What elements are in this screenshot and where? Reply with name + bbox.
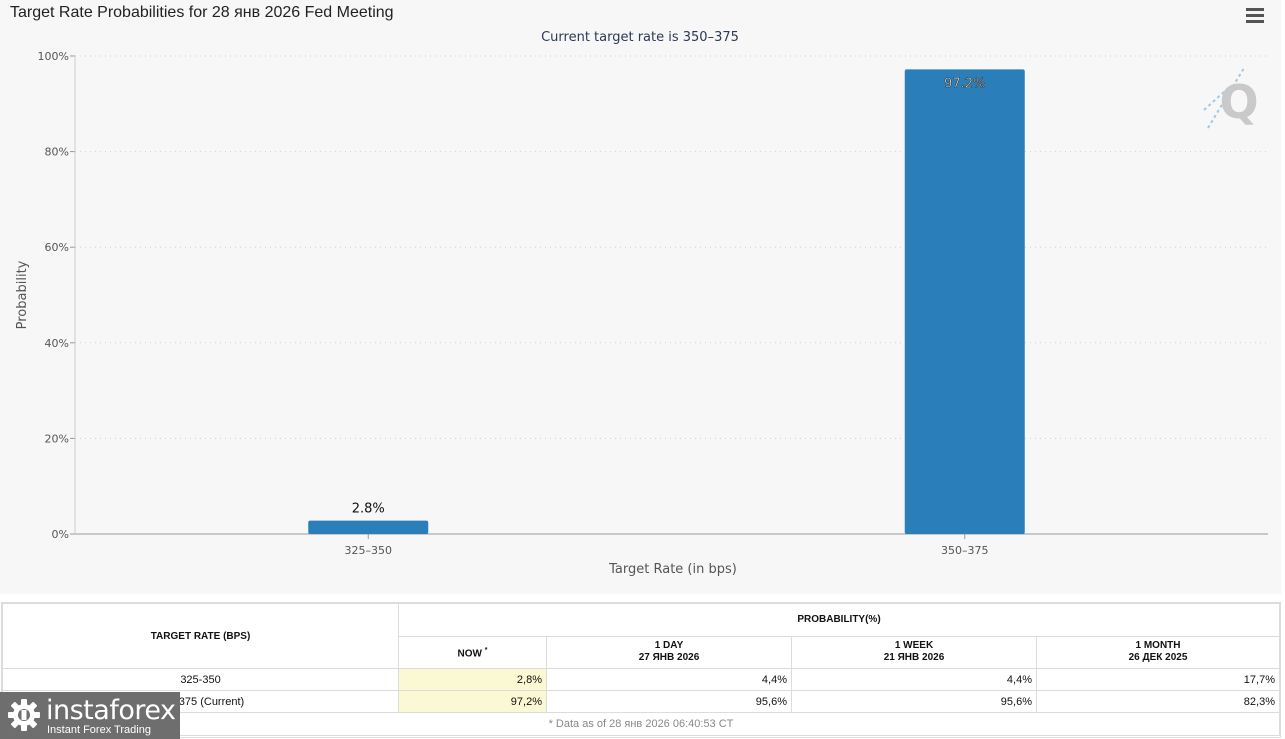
- row-rate: 325-350: [2, 668, 399, 691]
- header-1-month-date: 26 ДЕК 2025: [1128, 652, 1188, 664]
- header-1-month: 1 MONTH 26 ДЕК 2025: [1036, 635, 1280, 669]
- x-tick-label: 350–375: [941, 544, 989, 557]
- x-tick-label: 325–350: [345, 544, 393, 557]
- y-tick-label: 40%: [45, 337, 69, 350]
- table-header-row: TARGET RATE (BPS) PROBABILITY(%): [2, 603, 1280, 669]
- grid-lines: [75, 55, 1268, 439]
- row-1-month: 82,3%: [1036, 690, 1280, 713]
- row-1-day: 95,6%: [546, 690, 792, 713]
- brand-name: instaforex: [46, 695, 176, 726]
- watermark-logo: Q: [1203, 67, 1259, 129]
- watermark-letter: Q: [1219, 75, 1258, 129]
- header-probability: PROBABILITY(%): [398, 603, 1280, 637]
- bar-data-label: 2.8%: [352, 502, 385, 517]
- header-1-week-label: 1 WEEK: [894, 640, 934, 652]
- row-1-week: 95,6%: [791, 690, 1037, 713]
- header-1-day: 1 DAY 27 ЯНВ 2026: [546, 635, 792, 669]
- bar-chart: Current target rate is 350–375 Q 0% 20% 40…: [15, 30, 1268, 577]
- gear-icon: [8, 699, 40, 731]
- y-tick-label: 20%: [45, 432, 69, 445]
- chart-panel: Target Rate Probabilities for 28 янв 202…: [10, 4, 1268, 577]
- table-row: 350-375 (Current) 97,2% 95,6% 95,6% 82,3…: [2, 690, 1280, 713]
- chart-title: Target Rate Probabilities for 28 янв 202…: [10, 4, 394, 21]
- y-axis: 0% 20% 40% 60% 80% 100%: [38, 50, 75, 541]
- y-tick-label: 100%: [38, 50, 69, 63]
- header-1-month-label: 1 MONTH: [1135, 640, 1181, 652]
- table-row: 325-350 2,8% 4,4% 4,4% 17,7%: [2, 668, 1280, 691]
- probability-table: TARGET RATE (BPS) PROBABILITY(%) NOW * 1…: [2, 603, 1280, 736]
- y-tick-label: 60%: [45, 241, 69, 254]
- y-tick-label: 0%: [52, 528, 69, 541]
- header-target-rate: TARGET RATE (BPS): [2, 603, 399, 669]
- instaforex-logo: instaforex Instant Forex Trading: [0, 692, 180, 739]
- row-1-week: 4,4%: [791, 668, 1037, 691]
- bar: [904, 69, 1025, 534]
- chart-subtitle: Current target rate is 350–375: [541, 30, 739, 45]
- header-now: NOW *: [398, 635, 547, 669]
- x-axis: 325–350 350–375: [345, 534, 989, 557]
- header-now-label: NOW: [457, 647, 482, 659]
- header-1-week-date: 21 ЯНВ 2026: [883, 652, 945, 664]
- header-1-week: 1 WEEK 21 ЯНВ 2026: [791, 635, 1037, 669]
- row-now: 2,8%: [398, 668, 547, 691]
- row-1-month: 17,7%: [1036, 668, 1280, 691]
- y-tick-label: 80%: [45, 146, 69, 159]
- bars: 2.8% 97.2%: [308, 69, 1025, 534]
- row-now: 97,2%: [398, 690, 547, 713]
- hamburger-menu-icon[interactable]: [1246, 8, 1264, 23]
- bar: [308, 520, 429, 534]
- x-axis-label: Target Rate (in bps): [608, 562, 737, 577]
- data-timestamp-footnote: * Data as of 28 янв 2026 06:40:53 CT: [2, 712, 1280, 736]
- y-axis-label: Probability: [15, 260, 30, 329]
- footnote-row: * Data as of 28 янв 2026 06:40:53 CT: [2, 712, 1280, 736]
- header-1-day-label: 1 DAY: [654, 640, 684, 652]
- header-now-mark: *: [484, 646, 488, 654]
- table-subheader-row: NOW * 1 DAY 27 ЯНВ 2026 1 WEEK 21 ЯНВ 2026…: [3, 635, 1280, 669]
- brand-tagline: Instant Forex Trading: [47, 724, 151, 736]
- probability-table-container: TARGET RATE (BPS) PROBABILITY(%) NOW * 1…: [1, 602, 1281, 738]
- row-1-day: 4,4%: [546, 668, 792, 691]
- header-1-day-date: 27 ЯНВ 2026: [638, 652, 700, 664]
- bar-data-label: 97.2%: [944, 76, 985, 91]
